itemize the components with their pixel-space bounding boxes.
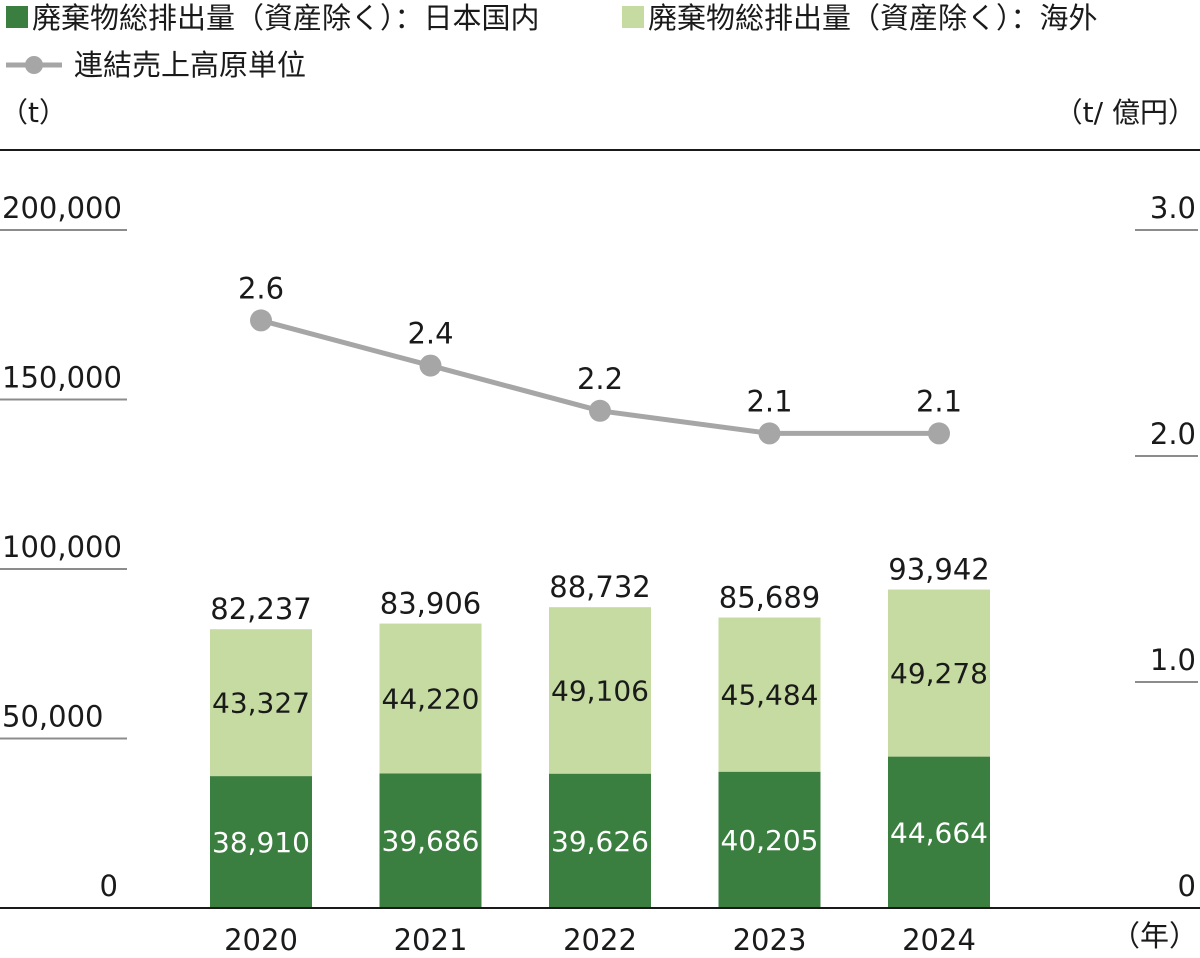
legend-label-domestic: 廃棄物総排出量（資産除く）：日本国内 [32, 1, 540, 35]
bar-label-overseas: 44,220 [382, 683, 480, 716]
x-tick-label: 2023 [733, 923, 807, 957]
line-point-label: 2.6 [238, 271, 284, 305]
line-point [250, 309, 272, 332]
axis-layer: 0 50,000 100,000 150,000 200,000 0 1.0 2.0 3.0 [0, 191, 1198, 903]
bar-domestic [718, 771, 821, 908]
line-point [928, 422, 950, 445]
left-tick-label: 200,000 [2, 191, 122, 225]
bar-label-overseas: 45,484 [721, 679, 819, 712]
line-layer: 2.6 2.4 2.2 2.1 2.1 [238, 271, 962, 445]
left-tick-label: 150,000 [2, 361, 122, 395]
right-tick-label: 1.0 [1150, 643, 1196, 677]
left-tick-label: 50,000 [2, 700, 103, 734]
left-axis-unit: （t） [0, 96, 67, 129]
bar-total-label: 93,942 [888, 553, 989, 587]
bar-overseas [718, 617, 821, 772]
line-point [419, 354, 442, 377]
bar-total-label: 83,906 [380, 587, 481, 621]
legend-line-marker-dot [25, 56, 43, 74]
bar-label-domestic: 40,205 [721, 824, 819, 857]
bar-label-domestic: 44,664 [890, 816, 988, 849]
line-point-label: 2.2 [577, 362, 623, 396]
bar-overseas [379, 623, 482, 774]
legend-label-line: 連結売上高原単位 [74, 48, 306, 82]
legend-swatch-domestic [6, 6, 28, 28]
bar-label-overseas: 49,106 [551, 674, 649, 707]
legend: 廃棄物総排出量（資産除く）：日本国内 廃棄物総排出量（資産除く）：海外 連結売上… [6, 1, 1098, 82]
bar-label-domestic: 38,910 [212, 826, 310, 859]
legend-label-overseas: 廃棄物総排出量（資産除く）：海外 [648, 1, 1098, 35]
bar-domestic [379, 773, 482, 908]
left-tick-label: 100,000 [2, 530, 122, 564]
bar-overseas [549, 607, 651, 774]
bar-label-domestic: 39,686 [382, 825, 480, 858]
bar-total-label: 85,689 [719, 581, 820, 615]
line-point [589, 399, 611, 422]
x-tick-label: 2020 [224, 923, 298, 957]
bar-domestic [549, 773, 651, 908]
left-tick-label: 0 [100, 869, 118, 903]
bar-label-overseas: 49,278 [890, 657, 988, 690]
bar-label-overseas: 43,327 [212, 687, 310, 720]
bar-total-label: 82,237 [210, 592, 311, 626]
x-tick-label: 2022 [563, 923, 637, 957]
line-point-label: 2.4 [407, 317, 453, 351]
bar-layer: 38,910 43,327 82,237 2020 39,686 44,220 83,906… [210, 553, 990, 957]
right-tick-label: 2.0 [1150, 417, 1196, 451]
bar-label-domestic: 39,626 [551, 825, 649, 858]
x-tick-label: 2024 [902, 923, 976, 957]
line-point-label: 2.1 [746, 384, 792, 418]
line-point-label: 2.1 [916, 384, 962, 418]
bar-overseas [210, 629, 312, 777]
bar-total-label: 88,732 [549, 570, 650, 604]
bar-domestic [210, 776, 312, 908]
x-tick-label: 2021 [394, 923, 468, 957]
right-axis-unit: （t/ 億円） [1055, 96, 1196, 129]
right-tick-label: 0 [1178, 869, 1196, 903]
legend-swatch-overseas [622, 6, 644, 28]
right-tick-label: 3.0 [1150, 191, 1196, 225]
x-axis-unit: （年） [1111, 919, 1198, 953]
bar-overseas [888, 589, 990, 757]
bar-domestic [888, 756, 990, 908]
line-point [758, 422, 781, 445]
